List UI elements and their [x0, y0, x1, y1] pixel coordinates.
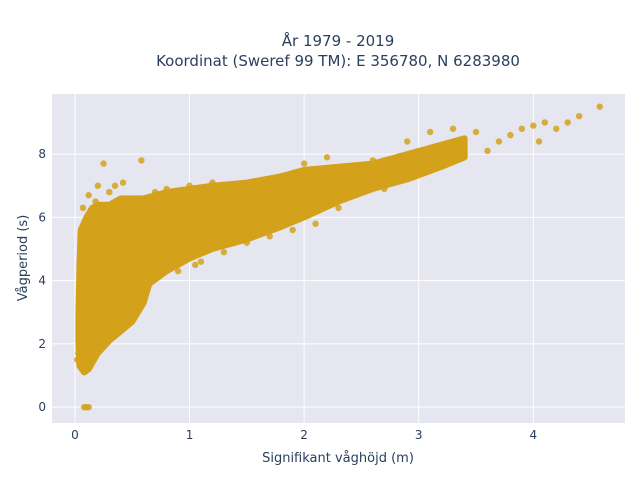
- scatter-point: [138, 157, 145, 164]
- scatter-point: [106, 188, 113, 196]
- scatter-point: [123, 315, 130, 322]
- scatter-point: [96, 340, 104, 348]
- scatter-point: [78, 229, 85, 237]
- scatter-point: [85, 192, 92, 199]
- scatter-point: [74, 356, 81, 363]
- scatter-point: [163, 185, 170, 193]
- scatter-point: [79, 204, 87, 212]
- scatter-point: [88, 220, 96, 227]
- scatter-point: [186, 182, 193, 189]
- scatter-point: [151, 188, 159, 196]
- scatter-point: [111, 182, 119, 189]
- scatter-point: [484, 147, 491, 155]
- scatter-point: [369, 157, 377, 164]
- scatter-density-layer: [75, 135, 468, 376]
- scatter-point: [82, 315, 89, 322]
- y-axis-title: Vågperiod (s): [16, 215, 31, 302]
- scatter-point: [83, 252, 90, 259]
- scatter-point: [461, 150, 468, 158]
- scatter-point: [76, 309, 83, 316]
- scatter-point: [530, 122, 537, 129]
- scatter-point: [92, 198, 99, 205]
- scatter-point: [140, 283, 147, 291]
- x-tick-label: 3: [415, 428, 423, 442]
- scatter-point: [358, 182, 365, 189]
- y-tick-label: 0: [38, 400, 46, 414]
- scatter-point: [78, 271, 85, 278]
- scatter-point: [119, 179, 127, 186]
- scatter-point: [117, 207, 124, 215]
- x-tick-label: 2: [300, 428, 308, 442]
- scatter-point: [266, 233, 273, 240]
- scatter-point: [108, 239, 115, 246]
- scatter-density-cloud: [75, 135, 468, 376]
- y-tick-label: 4: [38, 274, 46, 288]
- scatter-point: [255, 179, 262, 186]
- x-tick-label: 4: [529, 428, 537, 442]
- scatter-point: [75, 324, 82, 332]
- scatter-point: [87, 293, 95, 300]
- scatter-point: [129, 198, 136, 205]
- scatter-point: [404, 138, 411, 145]
- scatter-point: [564, 119, 571, 126]
- scatter-point: [438, 154, 445, 161]
- scatter-point: [192, 261, 199, 269]
- x-axis-title: Signifikant våghöjd (m): [262, 451, 414, 466]
- scatter-point: [346, 163, 354, 170]
- scatter-point: [90, 356, 97, 363]
- scatter-point: [472, 128, 480, 136]
- scatter-point: [80, 245, 88, 253]
- scatter-point: [84, 366, 91, 373]
- scatter-point: [77, 283, 84, 291]
- scatter-point: [426, 128, 434, 136]
- x-tick-label: 1: [186, 428, 194, 442]
- scatter-point: [312, 220, 319, 227]
- scatter-point: [300, 160, 308, 167]
- scatter-point: [100, 160, 107, 167]
- scatter-point: [209, 179, 216, 186]
- scatter-point: [518, 125, 526, 132]
- y-tick-label: 6: [38, 210, 46, 224]
- scatter-point: [553, 125, 560, 132]
- scatter-point: [75, 350, 82, 357]
- scatter-points: [74, 103, 603, 411]
- scatter-point: [575, 112, 583, 120]
- scatter-point: [323, 154, 331, 161]
- chart-title-line-2: Koordinat (Sweref 99 TM): E 356780, N 62…: [156, 52, 520, 70]
- scatter-point: [541, 119, 548, 126]
- scatter-point: [115, 293, 122, 300]
- scatter-point: [174, 267, 182, 275]
- scatter-point: [134, 302, 142, 310]
- scatter-point: [103, 328, 111, 335]
- scatter-point: [99, 211, 106, 218]
- scatter-point: [335, 204, 342, 212]
- y-tick-label: 2: [38, 337, 46, 351]
- scatter-point: [197, 258, 205, 265]
- scatter-point: [381, 185, 388, 193]
- scatter-point: [94, 182, 102, 189]
- scatter-point: [220, 248, 228, 256]
- scatter-point: [157, 271, 165, 278]
- scatter-point: [85, 403, 92, 411]
- tick-labels: 0 1 2 3 4 0 2 4 6 8: [38, 147, 537, 442]
- scatter-point: [507, 131, 514, 139]
- scatter-point: [79, 366, 87, 373]
- x-tick-label: 0: [71, 428, 79, 442]
- scatter-point: [392, 166, 399, 174]
- scatter-point: [596, 103, 603, 110]
- scatter-point: [535, 138, 543, 145]
- scatter-point: [495, 138, 503, 145]
- chart-title-line-1: År 1979 - 2019: [282, 31, 395, 50]
- scatter-point: [278, 173, 285, 180]
- scatter-point: [289, 226, 296, 234]
- scatter-point: [243, 239, 251, 246]
- scatter-point: [232, 182, 239, 189]
- y-tick-label: 8: [38, 147, 46, 161]
- scatter-point: [449, 125, 457, 132]
- scatter-point: [415, 160, 422, 167]
